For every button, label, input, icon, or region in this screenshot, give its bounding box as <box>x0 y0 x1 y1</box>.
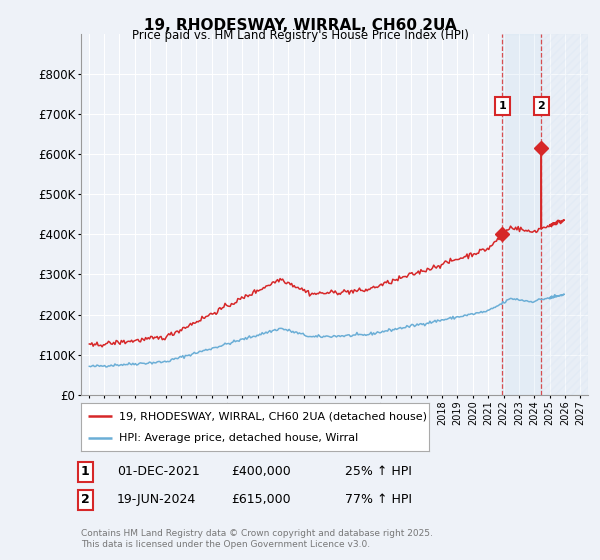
Text: 2: 2 <box>81 493 90 506</box>
Text: Price paid vs. HM Land Registry's House Price Index (HPI): Price paid vs. HM Land Registry's House … <box>131 29 469 42</box>
Text: 2: 2 <box>538 101 545 111</box>
Text: £400,000: £400,000 <box>231 465 291 478</box>
Text: HPI: Average price, detached house, Wirral: HPI: Average price, detached house, Wirr… <box>119 433 359 443</box>
Text: Contains HM Land Registry data © Crown copyright and database right 2025.
This d: Contains HM Land Registry data © Crown c… <box>81 529 433 549</box>
Text: 19-JUN-2024: 19-JUN-2024 <box>117 493 196 506</box>
Text: 77% ↑ HPI: 77% ↑ HPI <box>345 493 412 506</box>
Text: 1: 1 <box>499 101 506 111</box>
Text: 1: 1 <box>81 465 90 478</box>
Text: £615,000: £615,000 <box>231 493 290 506</box>
Text: 19, RHODESWAY, WIRRAL, CH60 2UA: 19, RHODESWAY, WIRRAL, CH60 2UA <box>143 18 457 33</box>
Text: 01-DEC-2021: 01-DEC-2021 <box>117 465 200 478</box>
Text: 25% ↑ HPI: 25% ↑ HPI <box>345 465 412 478</box>
Bar <box>502 34 541 395</box>
Bar <box>541 34 588 395</box>
Text: 19, RHODESWAY, WIRRAL, CH60 2UA (detached house): 19, RHODESWAY, WIRRAL, CH60 2UA (detache… <box>119 411 427 421</box>
